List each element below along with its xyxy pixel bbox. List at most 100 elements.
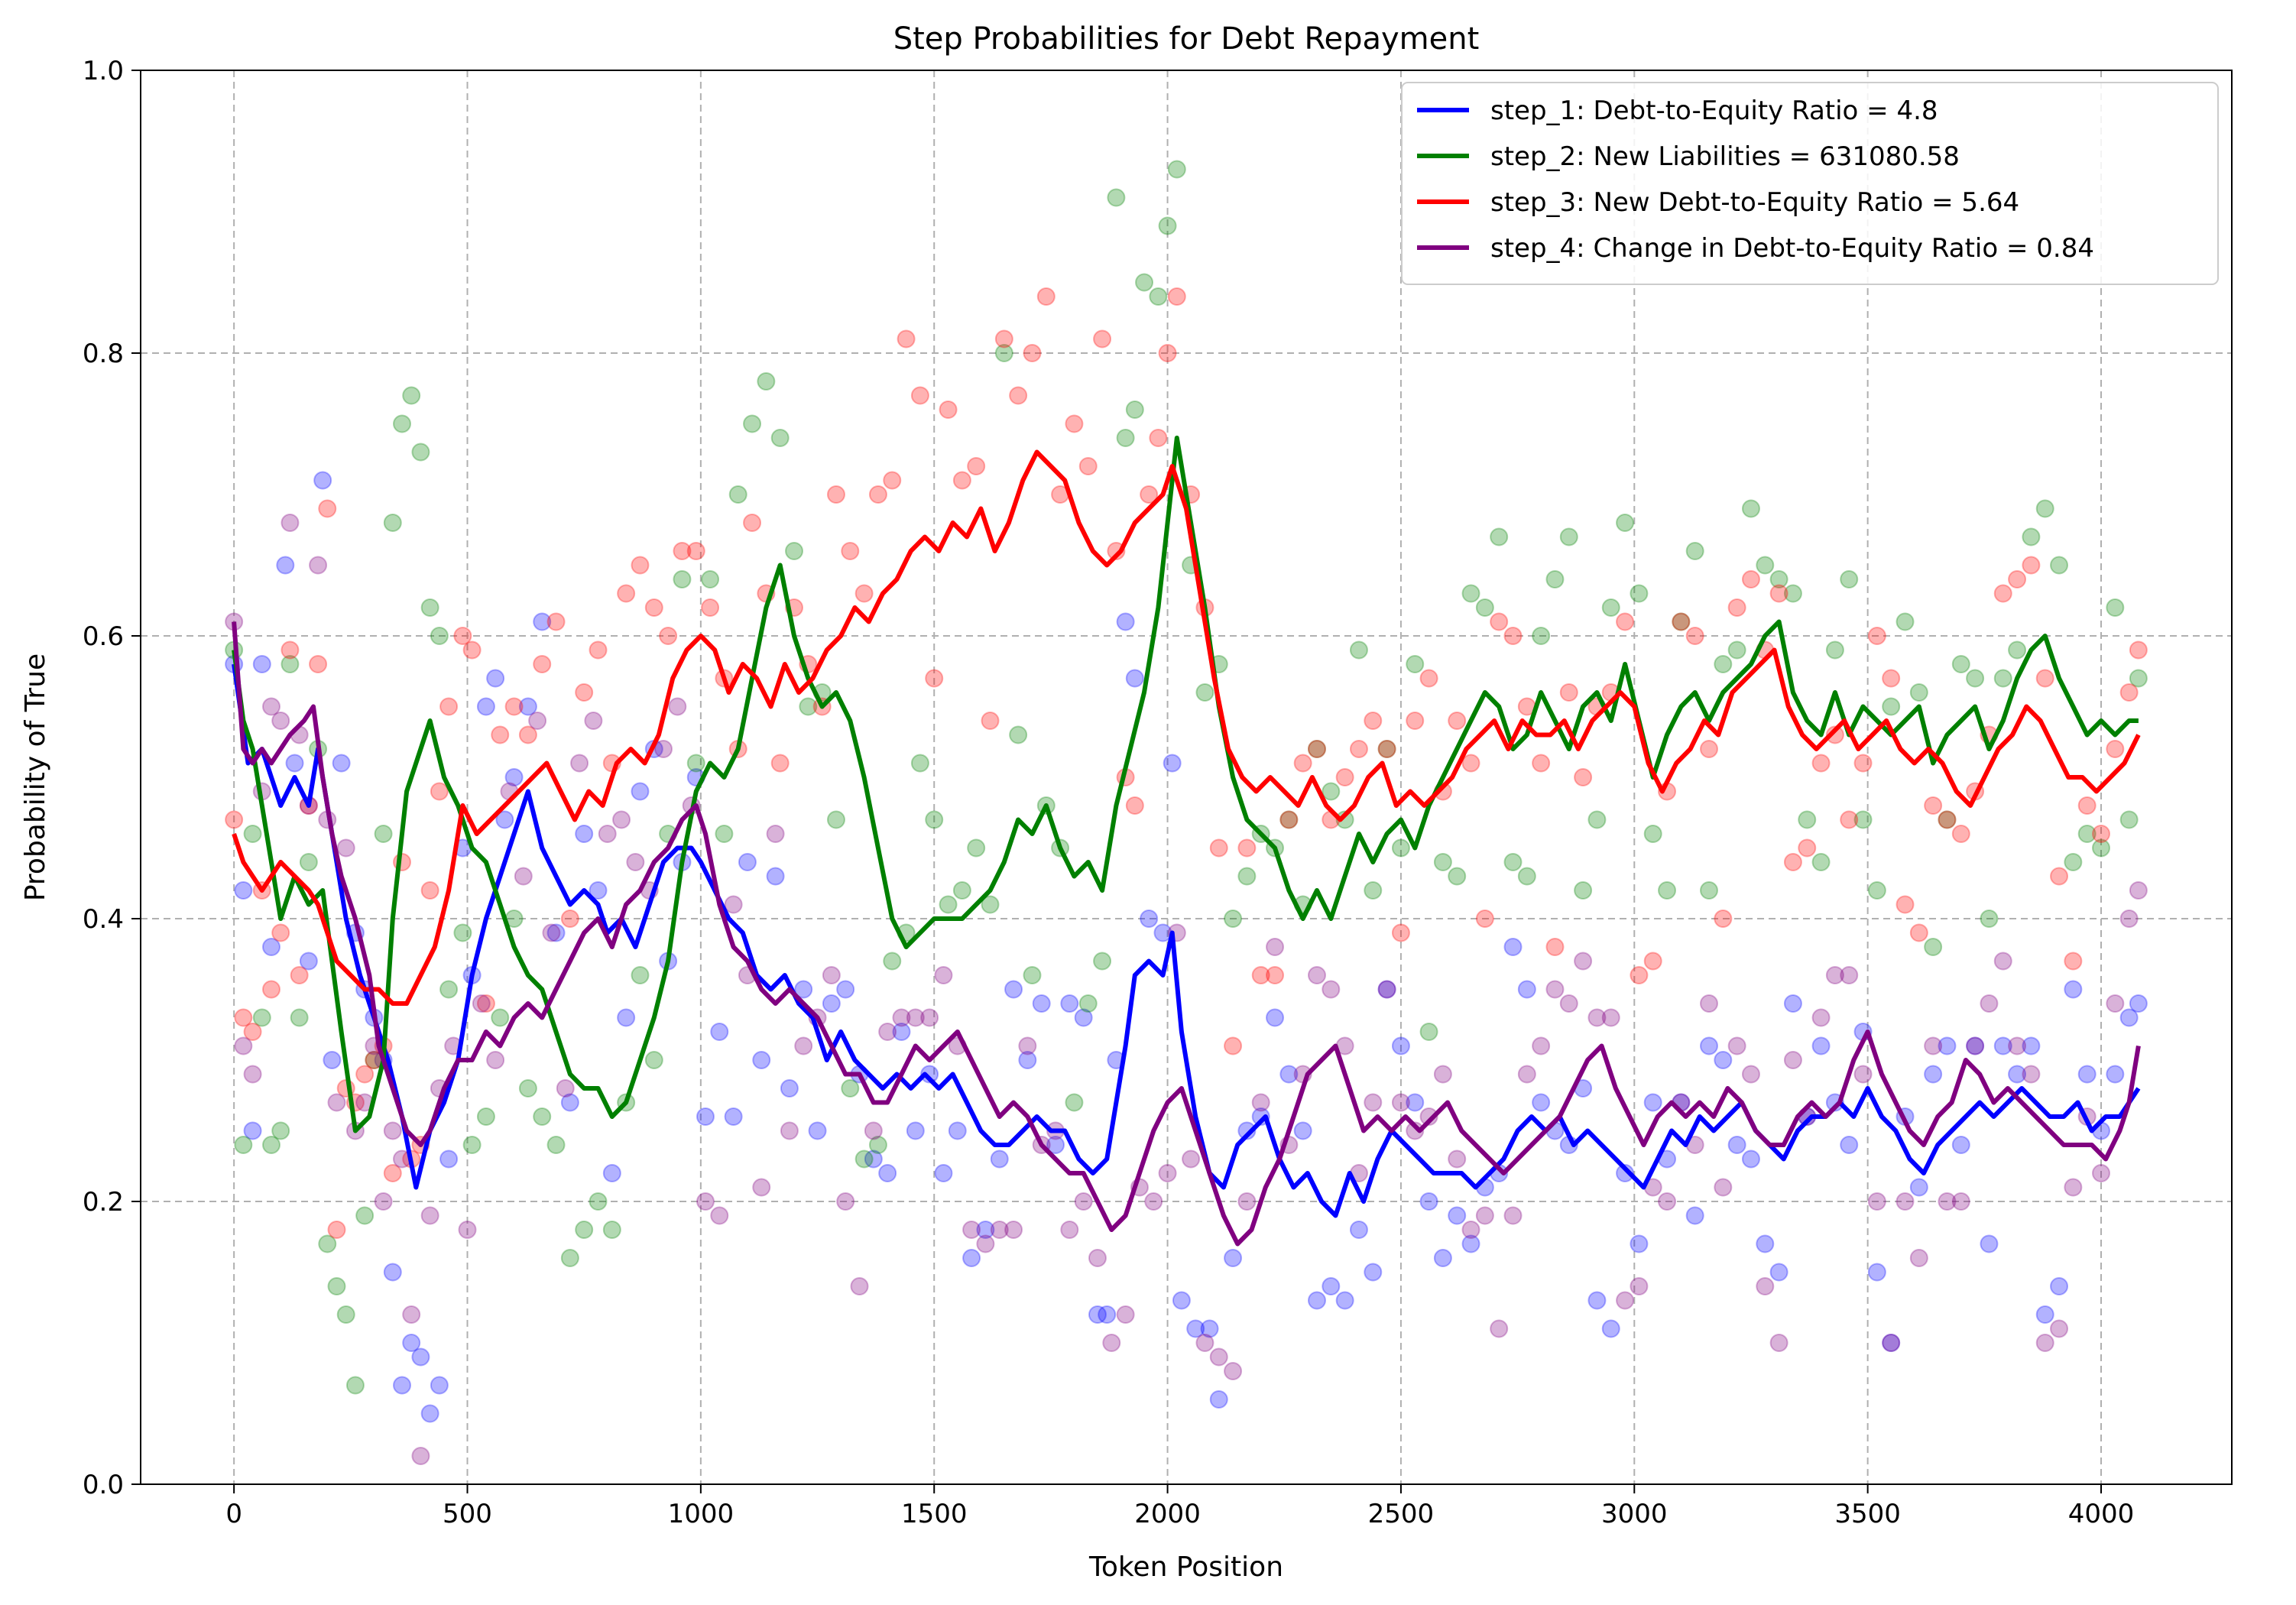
- series-3-point: [1741, 570, 1760, 588]
- series-1-point: [1630, 1234, 1649, 1253]
- series-3-point: [1532, 754, 1551, 773]
- series-1-point: [2119, 1008, 2139, 1027]
- axis-ticks: 0 500 1000 1500 2000 2500 3000 3500 4000 0.0 0.2 0.…: [83, 56, 2134, 1529]
- series-1-point: [724, 1107, 743, 1126]
- series-1-point: [617, 1008, 636, 1027]
- series-2-point: [644, 1051, 663, 1069]
- series-4-point: [864, 1121, 883, 1140]
- series-3-point: [1448, 712, 1467, 730]
- series-2-point: [841, 1079, 860, 1098]
- x-tick-label: 3500: [1834, 1499, 1901, 1529]
- series-1-line: [232, 663, 2141, 1218]
- series-3-point: [491, 725, 510, 744]
- series-1-point: [1293, 1121, 1312, 1140]
- series-3-line: [232, 449, 2141, 1006]
- series-3-point: [560, 909, 579, 928]
- series-1-point: [1163, 754, 1182, 773]
- series-1-point: [1377, 980, 1396, 999]
- series-3-point: [420, 881, 439, 900]
- series-4-point: [1490, 1319, 1509, 1338]
- series-1-point: [1032, 994, 1051, 1013]
- series-2-point: [770, 429, 790, 447]
- series-3-point: [631, 556, 650, 575]
- series-2-point: [826, 810, 845, 829]
- series-4-point: [626, 853, 645, 871]
- series-1-point: [934, 1164, 953, 1182]
- series-1-point: [892, 1023, 911, 1041]
- series-1-point: [1237, 1121, 1257, 1140]
- series-4-point: [1853, 1065, 1873, 1084]
- series-3-point: [1266, 966, 1285, 984]
- series-4-point: [420, 1206, 439, 1225]
- series-3-point: [1364, 712, 1383, 730]
- series-4-point: [1924, 1036, 1943, 1055]
- series-2-point: [2008, 640, 2027, 660]
- legend-label-series-1: step_1: Debt-to-Equity Ratio = 4.8: [1490, 96, 1938, 126]
- series-4-point: [1391, 1093, 1410, 1112]
- series-4-point: [1727, 1036, 1746, 1055]
- series-3-point: [234, 1008, 253, 1027]
- series-2-point: [2129, 669, 2148, 688]
- series-4-point: [766, 825, 785, 843]
- series-2-point: [1116, 429, 1135, 447]
- series-3-point: [855, 584, 874, 603]
- series-1-point: [575, 825, 594, 843]
- series-4-point: [976, 1234, 995, 1253]
- series-3-point: [897, 329, 916, 349]
- series-1-point: [1349, 1221, 1368, 1239]
- series-4-point: [724, 895, 743, 914]
- series-1-point: [560, 1093, 579, 1112]
- series-2-point: [1078, 994, 1098, 1013]
- series-2-point: [1882, 697, 1901, 716]
- series-1-point: [393, 1376, 411, 1395]
- series-4-line: [232, 621, 2141, 1247]
- series-3-point: [1882, 669, 1901, 688]
- series-3-point: [504, 697, 524, 716]
- series-1-point: [1867, 1263, 1886, 1282]
- series-2-point: [1349, 640, 1368, 660]
- series-2-point: [2092, 838, 2110, 858]
- series-3-point: [1078, 457, 1098, 475]
- series-1-point: [1587, 1291, 1607, 1310]
- series-4-point: [1545, 980, 1565, 999]
- series-2-point: [994, 344, 1013, 362]
- series-3-point: [1209, 838, 1228, 858]
- series-2-point: [686, 754, 705, 773]
- series-1-point: [1966, 1036, 1985, 1055]
- series-2-point: [1574, 881, 1593, 900]
- series-4-point: [1783, 1051, 1802, 1069]
- legend-box: [1401, 82, 2219, 285]
- series-4-point: [850, 1277, 869, 1295]
- series-4-point: [1517, 1065, 1536, 1084]
- series-4-point: [402, 1305, 421, 1324]
- series-3-point: [1574, 768, 1593, 786]
- series-2-point: [2035, 499, 2054, 518]
- series-2-point: [575, 1221, 594, 1239]
- series-2-point: [883, 952, 902, 971]
- series-2-point: [1672, 612, 1691, 631]
- series-1-point: [2008, 1065, 2027, 1084]
- series-1-point: [1088, 1305, 1107, 1324]
- series-2-point: [952, 881, 971, 900]
- series-2-point: [1587, 810, 1607, 829]
- series-1-point: [1074, 1008, 1093, 1027]
- series-4-point: [1266, 938, 1285, 956]
- series-4-point: [2119, 909, 2139, 928]
- series-1-point: [1433, 1249, 1452, 1267]
- series-2-point: [1685, 542, 1704, 560]
- series-1-point: [402, 1334, 421, 1352]
- series-2-point: [234, 1136, 253, 1154]
- series-3-point: [290, 966, 309, 984]
- series-2-point: [1658, 881, 1677, 900]
- series-1-point: [1308, 1291, 1326, 1310]
- series-3-point: [2092, 825, 2110, 843]
- series-1-point: [1741, 1149, 1760, 1169]
- series-3-point: [243, 1023, 262, 1041]
- series-1-point: [1882, 1334, 1901, 1352]
- series-4-point: [822, 966, 841, 984]
- series-2-point: [243, 825, 262, 843]
- series-3-point: [701, 598, 720, 617]
- series-4-point: [1825, 966, 1844, 984]
- series-4-point: [584, 712, 603, 730]
- series-1-point: [1840, 1136, 1859, 1154]
